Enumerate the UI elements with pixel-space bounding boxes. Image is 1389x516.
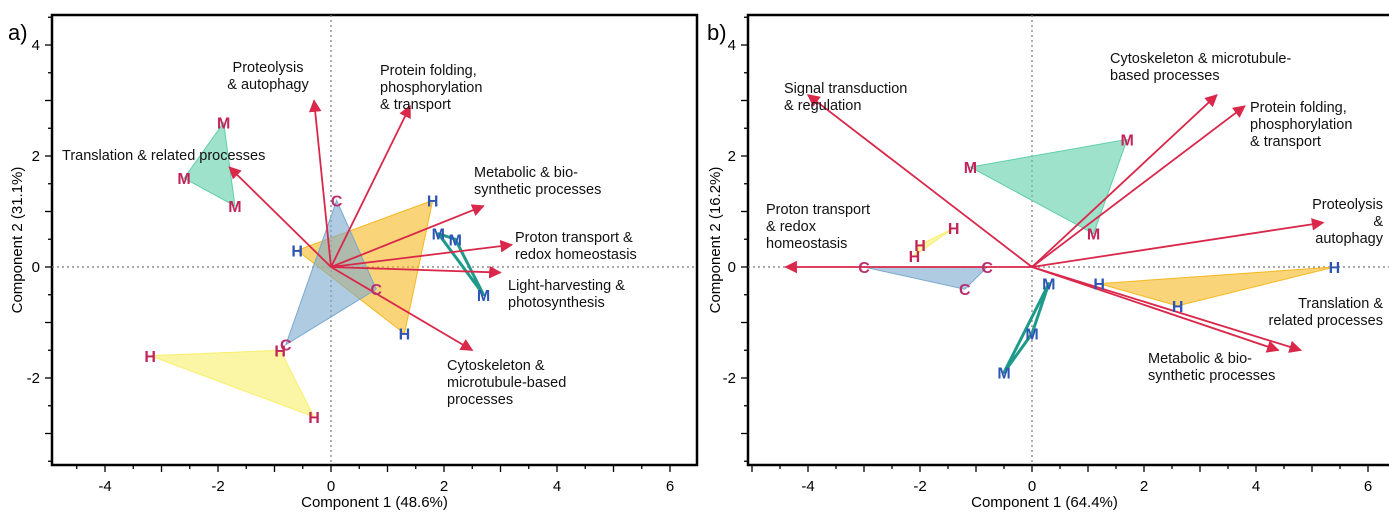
loading-label: Cytoskeleton & microtubule-based process… — [1110, 51, 1291, 84]
x-tick-label: 6 — [666, 478, 674, 495]
loading-arrow — [228, 166, 332, 268]
sample-point: M — [217, 116, 230, 133]
y-tick-label: 2 — [32, 148, 40, 165]
loading-label: Proteolysis & autophagy — [1312, 197, 1384, 247]
x-tick-label: -4 — [98, 478, 111, 495]
sample-point: M — [997, 365, 1010, 382]
x-tick-label: -2 — [211, 478, 224, 495]
sample-point: M — [177, 171, 190, 188]
sample-point: M — [1087, 227, 1100, 244]
y-tick-label: 0 — [32, 259, 40, 276]
sample-point: C — [981, 260, 993, 277]
sample-point: M — [964, 160, 977, 177]
group-hull-4 — [1002, 282, 1051, 374]
loading-label: Metabolic & bio-synthetic processes — [1148, 351, 1275, 384]
loading-arrow — [308, 99, 332, 268]
loading-label: Translation & related processes — [62, 148, 265, 164]
y-tick-label: 4 — [32, 37, 40, 54]
loading-label: Light-harvesting & photosynthesis — [508, 278, 625, 311]
loading-label: Cytoskeleton & microtubule-based processes — [447, 358, 566, 408]
loading-arrow — [330, 266, 474, 352]
sample-point: H — [291, 243, 303, 260]
loading-arrow — [1031, 94, 1218, 268]
sample-point: H — [909, 249, 921, 266]
loading-label: Metabolic & bio-synthetic processes — [474, 165, 601, 198]
x-axis-label: Component 1 (64.4%) — [971, 494, 1118, 511]
sample-point: H — [1172, 299, 1184, 316]
sample-point: C — [280, 338, 292, 355]
x-tick-label: 0 — [327, 478, 335, 495]
loading-label: Proteolysis & autophagy — [227, 60, 309, 93]
x-tick-label: -2 — [913, 478, 926, 495]
sample-point: M — [1042, 277, 1055, 294]
loading-arrow — [330, 104, 411, 268]
x-tick-label: 6 — [1364, 478, 1372, 495]
sample-point: M — [477, 288, 490, 305]
y-tick-label: -2 — [27, 370, 40, 387]
panel-label: a) — [8, 20, 28, 45]
y-axis-label: Component 2 (16.2%) — [707, 167, 724, 314]
sample-point: H — [1093, 277, 1105, 294]
group-hull-4 — [436, 232, 486, 297]
x-tick-label: -4 — [801, 478, 814, 495]
group-hull-2 — [284, 199, 377, 346]
sample-point: H — [144, 349, 156, 366]
group-hull-0 — [968, 138, 1128, 235]
sample-point: C — [370, 282, 382, 299]
loading-arrow — [330, 239, 514, 268]
sample-point: M — [432, 227, 445, 244]
sample-point: M — [228, 199, 241, 216]
panel-b: -4 -2 0 2 4 6 -2 0 2 4 Component 1 (64.4%) Componen… — [707, 13, 1389, 511]
x-tick-label: 4 — [553, 478, 561, 495]
sample-point: H — [308, 410, 320, 427]
sample-point: M — [449, 232, 462, 249]
loading-arrow — [1031, 218, 1325, 268]
loading-label: Proton transport & redox homeostasis — [766, 202, 870, 252]
sample-point: C — [959, 282, 971, 299]
loading-arrow — [330, 204, 485, 268]
sample-point: C — [858, 260, 870, 277]
loading-label: Translation & related processes — [1269, 296, 1384, 329]
group-hull-3 — [913, 227, 954, 257]
sample-point: H — [948, 221, 960, 238]
sample-point: M — [1025, 327, 1038, 344]
plot-frame — [746, 13, 1389, 467]
loading-arrow — [1031, 105, 1246, 268]
plot-frame — [50, 13, 699, 467]
panel-a: -4 -2 0 2 4 6 -2 0 2 4 Component 1 (48.6%) Componen… — [8, 13, 699, 511]
loading-label: Protein folding, phosphorylation & transpo… — [380, 63, 482, 113]
loading-label: Protein folding, phosphorylation & transpo… — [1250, 100, 1352, 150]
loading-arrow — [807, 94, 1033, 268]
sample-point: H — [274, 343, 286, 360]
loading-arrow — [330, 265, 502, 279]
y-tick-label: 2 — [728, 148, 736, 165]
group-hull-1 — [1099, 266, 1335, 307]
x-tick-label: 2 — [1140, 478, 1148, 495]
sample-point: H — [399, 327, 411, 344]
y-tick-label: -2 — [723, 370, 736, 387]
sample-point: H — [914, 238, 926, 255]
loading-label: Signal transduction & regulation — [784, 81, 907, 114]
x-tick-label: 4 — [1252, 478, 1260, 495]
sample-point: H — [427, 193, 439, 210]
loading-arrow — [1031, 266, 1280, 353]
y-tick-label: 0 — [728, 259, 736, 276]
x-axis-label: Component 1 (48.6%) — [301, 494, 448, 511]
y-axis-label: Component 2 (31.1%) — [9, 167, 26, 314]
x-tick-label: 0 — [1028, 478, 1036, 495]
y-tick-label: 4 — [728, 37, 736, 54]
sample-point: H — [1329, 260, 1341, 277]
loading-arrow — [1031, 266, 1303, 353]
sample-point: C — [331, 193, 343, 210]
x-tick-label: 2 — [440, 478, 448, 495]
panel-label: b) — [707, 20, 727, 45]
group-hull-3 — [150, 349, 316, 418]
group-hull-0 — [183, 121, 236, 207]
loading-label: Proton transport & redox homeostasis — [515, 230, 637, 263]
sample-point: M — [1121, 132, 1134, 149]
